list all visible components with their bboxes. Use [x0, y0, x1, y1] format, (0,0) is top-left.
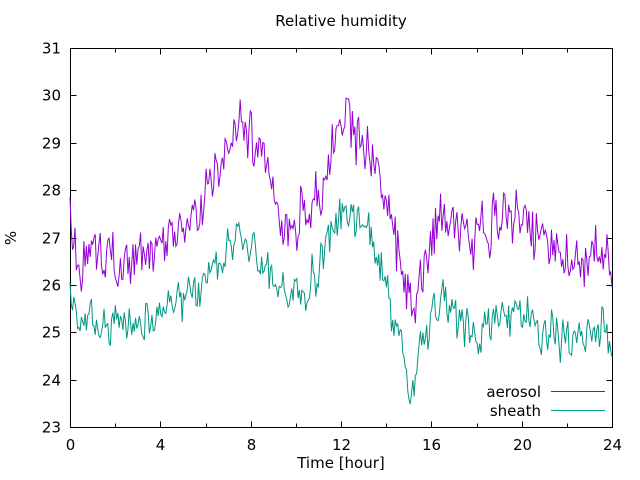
- y-axis-ticks: 23 24 25 26 27 28 29 30 31: [42, 40, 613, 437]
- y-tick-label: 29: [42, 135, 61, 153]
- x-tick-label: 20: [513, 436, 532, 454]
- x-tick-label: 24: [603, 436, 622, 454]
- x-tick-label: 16: [422, 436, 441, 454]
- x-tick-label: 8: [247, 436, 257, 454]
- x-tick-label: 0: [66, 436, 76, 454]
- legend-label-sheath: sheath: [490, 402, 541, 420]
- x-tick-label: 12: [332, 436, 351, 454]
- data-series-group: [69, 97, 613, 405]
- y-tick-label: 30: [42, 87, 61, 105]
- series-line-aerosol: [69, 97, 613, 324]
- y-tick-label: 23: [42, 419, 61, 437]
- y-tick-label: 27: [42, 230, 61, 248]
- y-tick-label: 28: [42, 182, 61, 200]
- y-tick-label: 24: [42, 372, 61, 390]
- x-axis-ticks: 0 4 8 12 16 20 24: [66, 48, 622, 454]
- y-tick-label: 26: [42, 277, 61, 295]
- x-tick-label: 4: [156, 436, 166, 454]
- x-axis-label: Time [hour]: [296, 454, 385, 472]
- plot-border: [70, 48, 613, 428]
- y-axis-label: %: [2, 231, 20, 245]
- chart-title: Relative humidity: [275, 12, 407, 30]
- y-tick-label: 31: [42, 40, 61, 58]
- legend-label-aerosol: aerosol: [486, 383, 541, 401]
- y-tick-label: 25: [42, 324, 61, 342]
- series-line-sheath: [69, 198, 613, 405]
